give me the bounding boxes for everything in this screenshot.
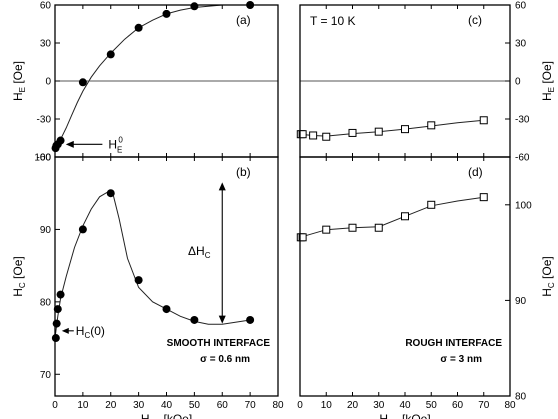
panel-d-data-point [427,200,436,209]
panel-c-ylabel: HE [Oe] [540,61,556,101]
panel-a-ytick-label: 60 [40,1,52,12]
panel-d-data-point [322,225,331,234]
temperature-label: T = 10 K [310,14,355,28]
panel-d-xtick-label: 50 [426,400,438,411]
panel-d-xtick-label: 0 [297,400,303,411]
panel-c-data-point [322,132,331,141]
panel-b-fit-curve [54,191,251,339]
panel-b-xtick-label: 70 [245,400,257,411]
panel-d-data-point [298,233,307,242]
panel-b-data-point [246,315,255,324]
panel-d-xlabel: HFC [kOe] [379,412,430,419]
panel-c-data-point [309,131,318,140]
fit-curves-layer [54,4,484,339]
panel-b-data-point [78,225,87,234]
panel-d-ytick-label: 100 [515,200,532,211]
panel-c-data-point [427,121,436,130]
panel-d-data-point [401,212,409,221]
panel-a-fit-curve [54,4,251,149]
panel-b-ytick-label: 90 [40,225,52,236]
panel-b-xtick-label: 60 [217,400,229,411]
panel-a-data-point [106,50,115,59]
panel-a-label: (a) [236,13,251,27]
panel-d-xtick-label: 10 [321,400,333,411]
panel-b-ytick-label: 70 [40,370,52,381]
panel-d-fit-curve [299,196,484,238]
panel-d-frame [299,156,511,397]
panel-b-xtick-label: 20 [105,400,117,411]
panel-c-ytick-label: 60 [515,1,527,12]
panel-d-xtick-label: 30 [373,400,385,411]
panel-c-data-point [348,128,357,137]
panel-b-interface-sigma: σ = 0.6 nm [200,354,250,365]
frames-layer [54,4,511,397]
panel-b-xtick-label: 10 [77,400,89,411]
panel-b-xtick-label: 0 [52,400,58,411]
panel-b-label: (b) [236,165,251,179]
panel-b-xlabel: HFC [kOe] [141,412,192,419]
panel-b-xtick-label: 30 [133,400,145,411]
panel-b-ytick-label: 80 [40,297,52,308]
panel-c-data-point [374,127,383,136]
panel-b-data-point [52,319,61,328]
panel-b-data-point [134,276,143,285]
panel-d-ylabel: HC [Oe] [540,256,556,296]
panel-d-xtick-label: 20 [347,400,359,411]
panel-a-ytick-label: -30 [37,115,52,126]
delta-hc-arrowhead-down [218,315,226,324]
panel-d-xtick-label: 40 [399,400,411,411]
panel-b-frame [54,156,279,397]
panel-a-data-point [78,78,87,87]
panel-a-ylabel: HE [Oe] [11,61,27,101]
coercivity-zero-label: HC(0) [76,324,105,340]
annotations-layer [61,140,226,334]
panel-c-ytick-label: 0 [515,77,521,88]
panel-a-ytick-label: 30 [40,39,52,50]
panel-c-data-point [479,116,488,125]
exchange-bias-label: HE0 [108,135,123,154]
panel-b-ylabel: HC [Oe] [11,256,27,296]
panel-a-data-point [134,23,143,32]
panel-a-ytick-label: 0 [45,77,51,88]
panel-b-xtick-label: 50 [189,400,201,411]
panel-d-xtick-label: 70 [478,400,490,411]
panel-d-ytick-label: 80 [515,392,527,403]
panel-b-data-point [190,315,199,324]
panel-b-interface-label: SMOOTH INTERFACE [167,338,271,349]
panel-d-xtick-label: 80 [504,400,516,411]
panel-d-interface-sigma: σ = 3 nm [440,354,482,365]
panel-c-ytick-label: -30 [515,115,530,126]
panel-d-interface-label: ROUGH INTERFACE [405,338,502,349]
panel-a-data-point [56,136,65,145]
delta-hc-arrowhead-up [218,182,226,191]
panel-a-data-point [190,2,199,11]
panel-c-ytick-label: -60 [515,153,530,164]
panel-b-data-point [56,290,65,299]
panel-a-data-point [162,9,171,18]
panel-b-xtick-label: 80 [272,400,284,411]
panel-d-data-point [348,223,357,232]
data-points-layer [51,1,488,343]
panel-a-ytick-label: -60 [37,153,52,164]
panel-b-data-point [51,334,60,343]
panel-c-data-point [298,130,307,139]
exchange-bias-arrowhead [65,140,74,148]
panel-b-data-point [106,189,115,198]
panel-d-label: (d) [468,165,483,179]
panel-b-data-point [53,305,62,314]
panel-d-data-point [374,223,383,232]
panel-c-label: (c) [468,13,482,27]
delta-hc-label: ΔHC [188,244,211,260]
panel-c-ytick-label: 30 [515,39,527,50]
panel-b-data-point [162,305,171,314]
panel-d-data-point [479,193,488,202]
panel-b-xtick-label: 40 [161,400,173,411]
panel-b-ytick-label: 100 [34,153,51,164]
panel-d-xtick-label: 60 [452,400,464,411]
panel-c-data-point [401,125,409,134]
panel-d-ytick-label: 90 [515,296,527,307]
coercivity-zero-arrowhead [61,327,69,334]
